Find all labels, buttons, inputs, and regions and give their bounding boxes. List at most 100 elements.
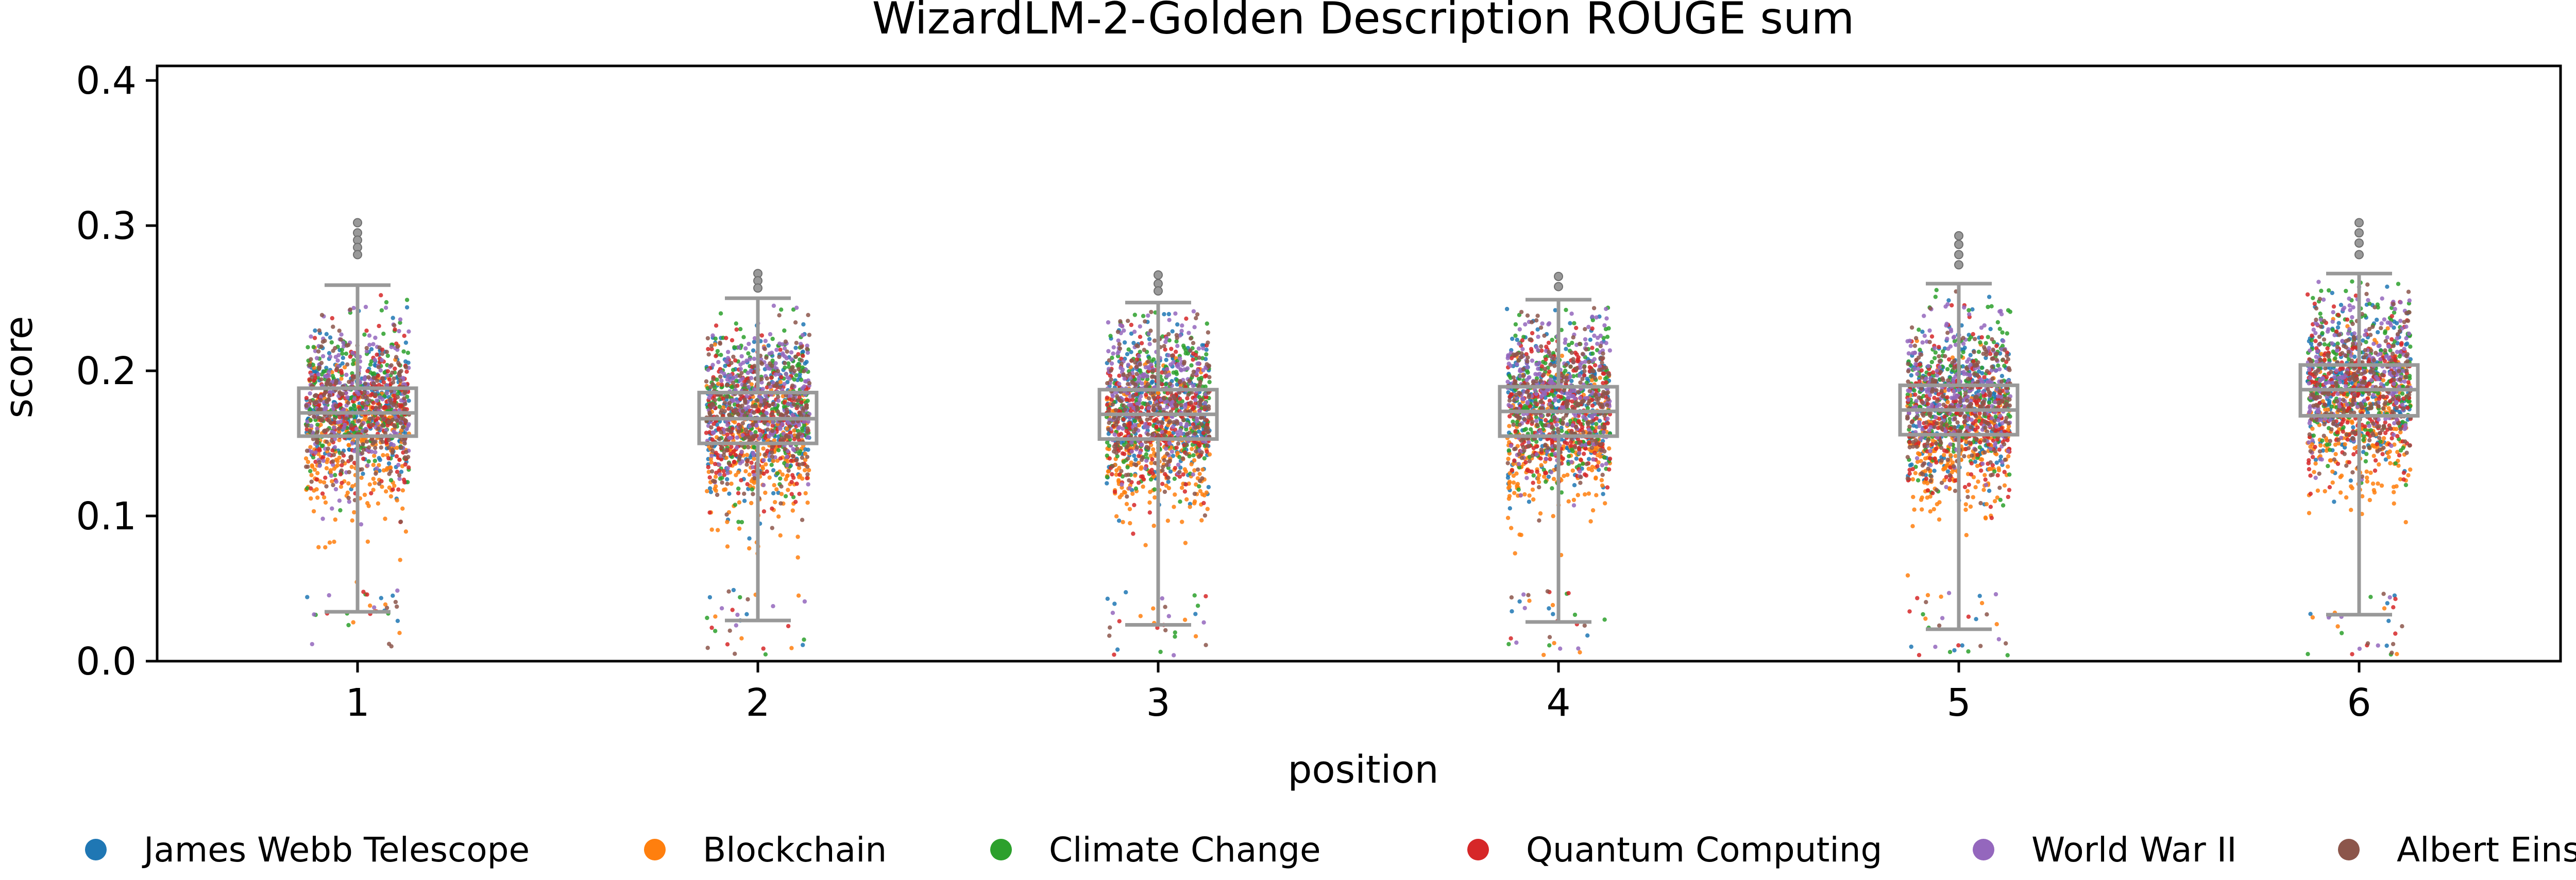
data-point (713, 461, 718, 467)
data-point (783, 360, 787, 366)
data-point (727, 412, 732, 417)
data-point (398, 421, 403, 425)
data-point (792, 428, 796, 433)
data-point (338, 402, 343, 407)
data-point (344, 351, 349, 356)
data-point (742, 397, 748, 402)
data-point (1117, 373, 1122, 378)
data-point (795, 446, 800, 451)
data-point (704, 430, 709, 435)
data-point (722, 371, 726, 376)
data-point (1205, 507, 1210, 511)
data-point (365, 369, 370, 373)
data-point (386, 445, 391, 450)
data-point (717, 437, 722, 441)
data-point (1106, 427, 1111, 432)
data-point (402, 441, 407, 446)
data-point (1138, 335, 1143, 339)
data-point (1147, 510, 1152, 515)
data-point (1604, 380, 1608, 385)
data-point (746, 445, 751, 450)
data-point (348, 414, 353, 419)
data-point (1166, 372, 1172, 377)
data-point (1550, 602, 1555, 608)
data-point (1520, 338, 1525, 343)
data-point (381, 380, 386, 385)
data-point (350, 441, 355, 446)
data-point (315, 422, 320, 427)
data-point (393, 327, 397, 332)
data-point (1124, 473, 1128, 477)
data-point (775, 409, 781, 414)
data-point (315, 471, 320, 475)
data-point (357, 407, 362, 412)
data-point (790, 412, 795, 417)
data-point (802, 423, 807, 427)
data-point (399, 470, 404, 474)
data-point (738, 396, 743, 402)
data-point (1146, 359, 1150, 364)
data-point (1507, 424, 1512, 428)
data-point (709, 343, 714, 348)
data-point (757, 428, 762, 433)
data-point (778, 412, 784, 417)
data-point (335, 463, 340, 468)
data-point (308, 469, 313, 474)
data-point (770, 454, 775, 459)
data-point (797, 475, 802, 479)
data-point (327, 351, 332, 355)
data-point (1120, 492, 1124, 497)
data-point (744, 453, 750, 457)
data-point (725, 642, 730, 647)
data-point (1137, 423, 1142, 428)
data-point (391, 380, 396, 385)
data-point (1168, 469, 1173, 474)
data-point (725, 520, 730, 524)
data-point (1144, 452, 1149, 457)
data-point (1182, 381, 1187, 386)
data-point (1141, 374, 1146, 379)
data-point (757, 394, 761, 399)
data-point (372, 458, 377, 463)
data-point (332, 540, 336, 544)
data-point (373, 445, 378, 451)
data-point (1146, 445, 1151, 451)
data-point (330, 370, 334, 375)
data-point (1513, 551, 1517, 556)
data-point (1111, 416, 1116, 420)
data-point (360, 451, 365, 456)
data-point (359, 475, 364, 480)
data-point (719, 606, 724, 611)
data-point (326, 446, 330, 451)
data-point (1562, 474, 1566, 478)
data-point (709, 425, 714, 430)
data-point (363, 304, 368, 309)
data-point (805, 476, 809, 480)
data-point (1191, 341, 1196, 346)
data-point (305, 595, 310, 599)
data-point (1143, 365, 1148, 370)
data-point (1155, 403, 1160, 407)
data-point (1603, 501, 1607, 506)
data-point (765, 427, 770, 432)
data-point (716, 360, 721, 365)
data-point (716, 426, 721, 430)
data-point (1183, 469, 1189, 474)
data-point (1563, 368, 1568, 373)
data-point (749, 479, 754, 484)
data-point (1179, 486, 1184, 490)
data-point (371, 476, 376, 481)
data-point (731, 588, 736, 593)
data-point (1184, 432, 1190, 437)
data-point (802, 637, 806, 642)
data-point (736, 486, 741, 491)
data-point (1138, 417, 1143, 422)
data-point (339, 332, 344, 337)
data-point (317, 366, 321, 371)
data-point (749, 382, 754, 387)
data-point (720, 445, 724, 450)
data-point (328, 468, 333, 473)
data-point (1143, 319, 1147, 324)
data-point (339, 369, 344, 373)
data-point (1175, 364, 1179, 368)
